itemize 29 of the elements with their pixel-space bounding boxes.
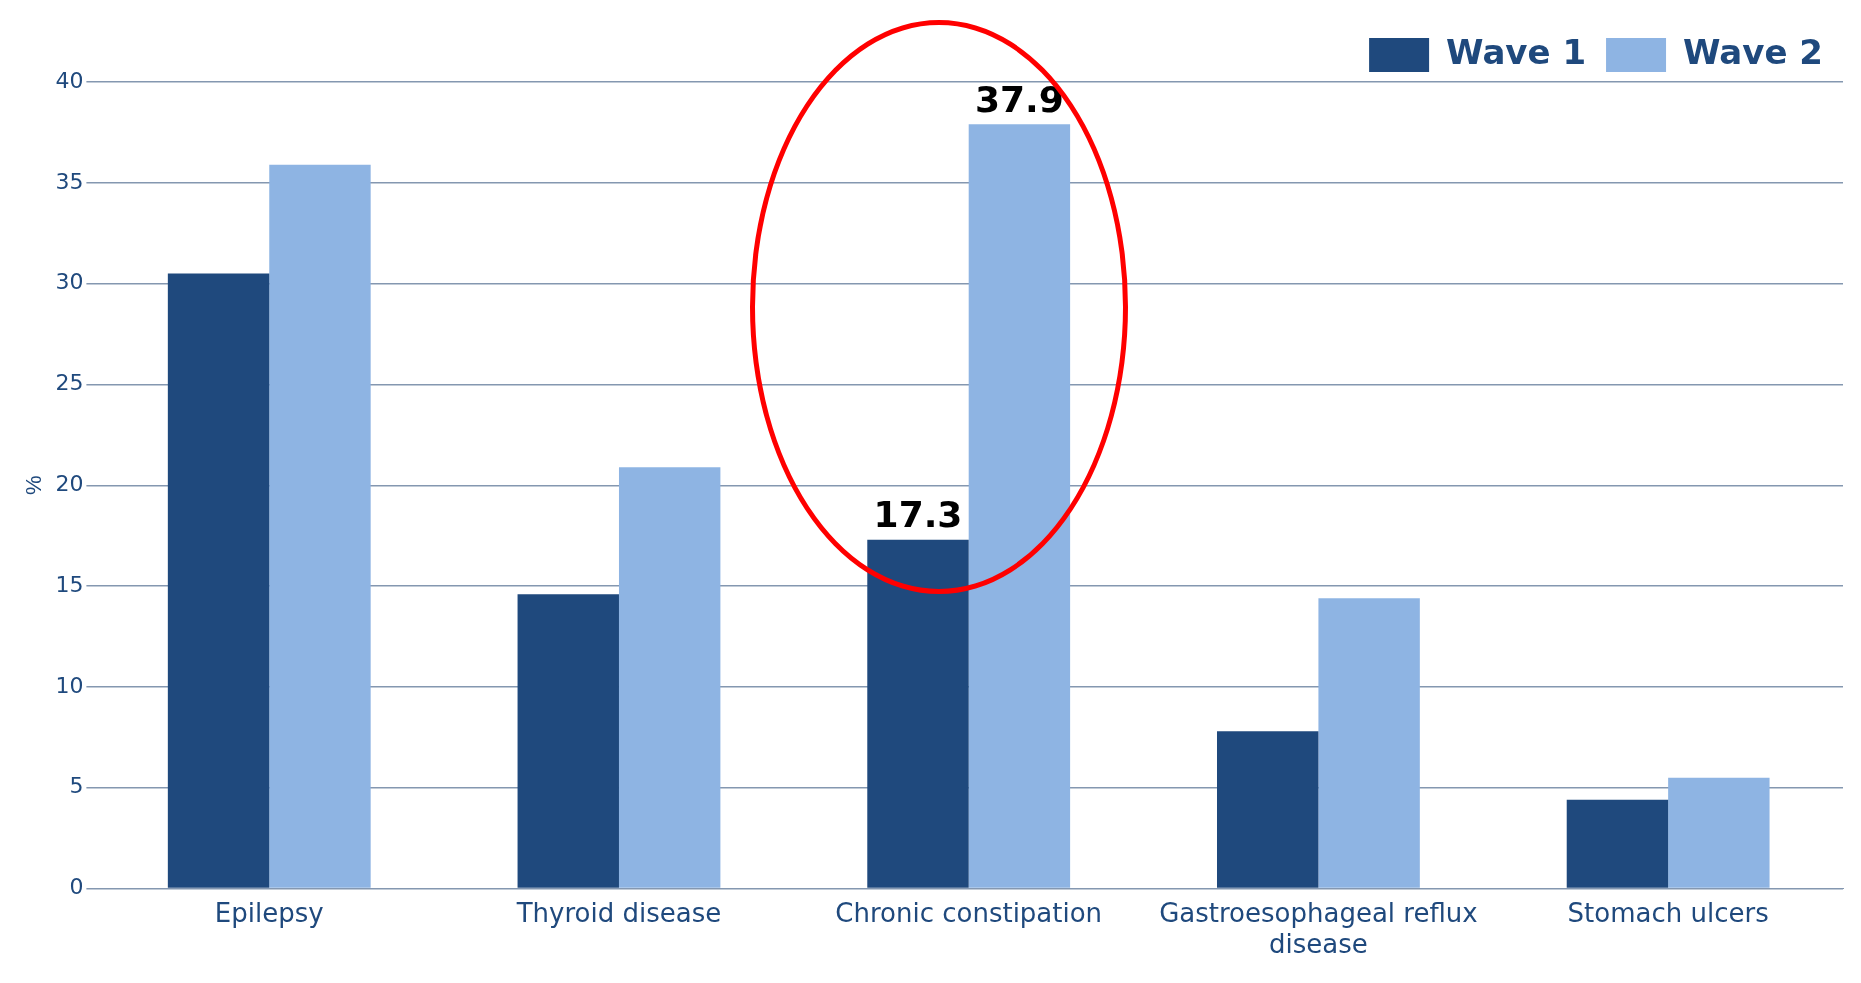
x-tick-label: Chronic constipation bbox=[835, 897, 1103, 928]
y-tick-label: 5 bbox=[69, 773, 84, 799]
data-label: 37.9 bbox=[974, 78, 1064, 120]
bar bbox=[167, 273, 270, 888]
y-tick-label: 10 bbox=[55, 672, 84, 698]
y-tick-label: 15 bbox=[55, 571, 84, 597]
y-tick-label: 30 bbox=[55, 269, 84, 295]
y-axis-title: % bbox=[21, 475, 47, 496]
legend-label: Wave 1 bbox=[1446, 31, 1587, 72]
x-tick-label: Epilepsy bbox=[214, 897, 324, 928]
y-tick-label: 40 bbox=[55, 67, 84, 93]
bar bbox=[618, 467, 721, 888]
bar bbox=[269, 164, 371, 888]
legend-label: Wave 2 bbox=[1683, 31, 1823, 72]
bar bbox=[968, 124, 1071, 888]
x-tick-label: Gastroesophageal reflux disease bbox=[1159, 897, 1478, 960]
y-tick-label: 35 bbox=[55, 168, 84, 194]
bar bbox=[1217, 731, 1319, 888]
bar bbox=[517, 594, 619, 888]
x-tick-label: Thyroid disease bbox=[515, 897, 722, 928]
x-tick-label: Stomach ulcers bbox=[1567, 897, 1769, 928]
bar bbox=[1566, 799, 1669, 888]
bar bbox=[1668, 777, 1770, 888]
y-tick-label: 20 bbox=[55, 471, 84, 497]
y-tick-label: 0 bbox=[69, 874, 84, 900]
bar bbox=[1318, 598, 1420, 888]
bar bbox=[867, 539, 969, 888]
y-tick-label: 25 bbox=[55, 370, 84, 396]
data-label: 17.3 bbox=[873, 494, 963, 536]
